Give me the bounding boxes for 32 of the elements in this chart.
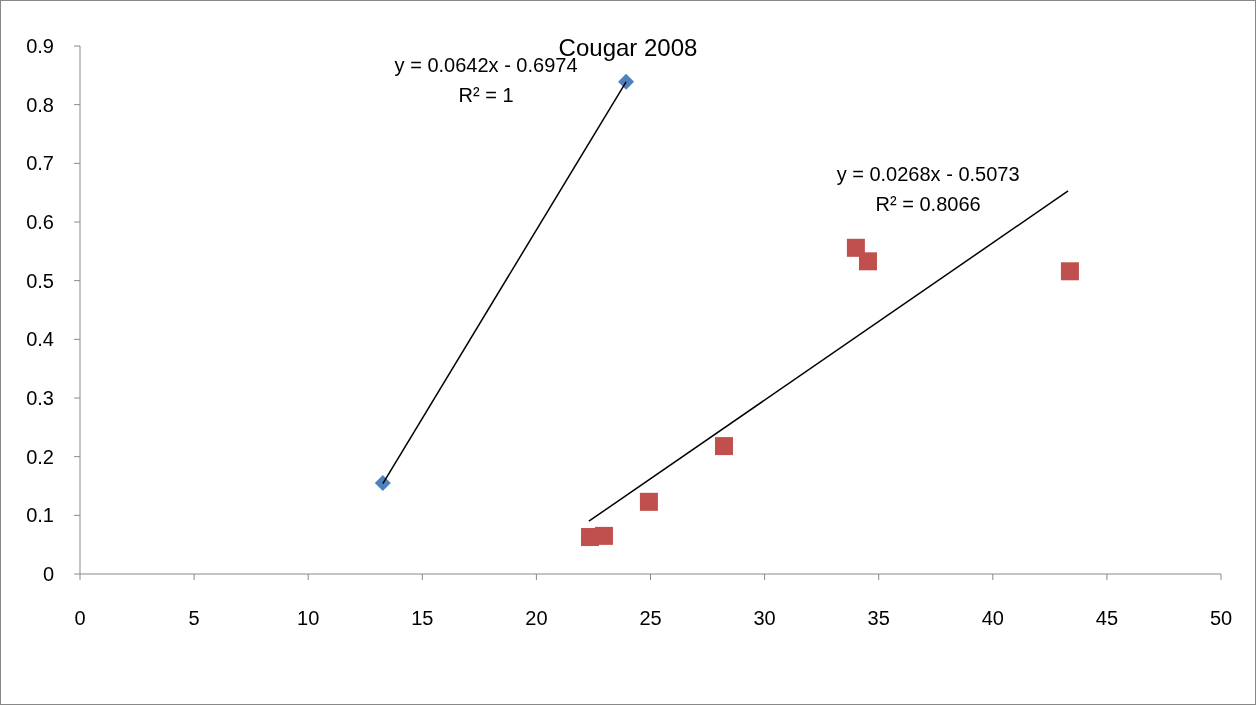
point xyxy=(639,492,658,511)
x-tick-label: 15 xyxy=(411,607,434,629)
x-tick-label: 5 xyxy=(188,607,200,629)
point xyxy=(618,73,635,90)
x-tick-label: 45 xyxy=(1095,607,1119,629)
x-tick-label: 35 xyxy=(867,607,890,629)
y-tick-label: 0.9 xyxy=(26,35,54,57)
x-tick-label: 30 xyxy=(753,607,776,629)
annotation: R² = 1 xyxy=(458,83,514,106)
point xyxy=(846,238,865,257)
x-tick-label: 40 xyxy=(981,607,1004,629)
y-tick-label: 0 xyxy=(42,563,54,585)
point xyxy=(858,252,877,271)
x-tick-label: 20 xyxy=(525,607,548,629)
annotation: R² = 0.8066 xyxy=(875,192,981,215)
x-tick-label: 50 xyxy=(1209,607,1233,629)
y-tick-label: 0.1 xyxy=(26,504,54,527)
x-tick-label: 10 xyxy=(297,607,320,629)
y-tick-label: 0.3 xyxy=(26,387,54,409)
y-tick-label: 0.4 xyxy=(26,328,54,351)
x-tick-label: 0 xyxy=(74,607,86,629)
y-tick-label: 0.7 xyxy=(26,152,54,175)
point xyxy=(714,437,733,456)
y-tick-label: 0.5 xyxy=(26,269,54,292)
y-tick-label: 0.8 xyxy=(26,93,54,116)
x-tick-label: 25 xyxy=(639,607,662,629)
point xyxy=(1060,262,1079,281)
point xyxy=(594,526,613,545)
y-tick-label: 0.6 xyxy=(26,211,54,233)
point xyxy=(374,475,391,492)
y-tick-label: 0.2 xyxy=(26,445,54,468)
annotation: y = 0.0268x - 0.5073 xyxy=(836,162,1020,185)
